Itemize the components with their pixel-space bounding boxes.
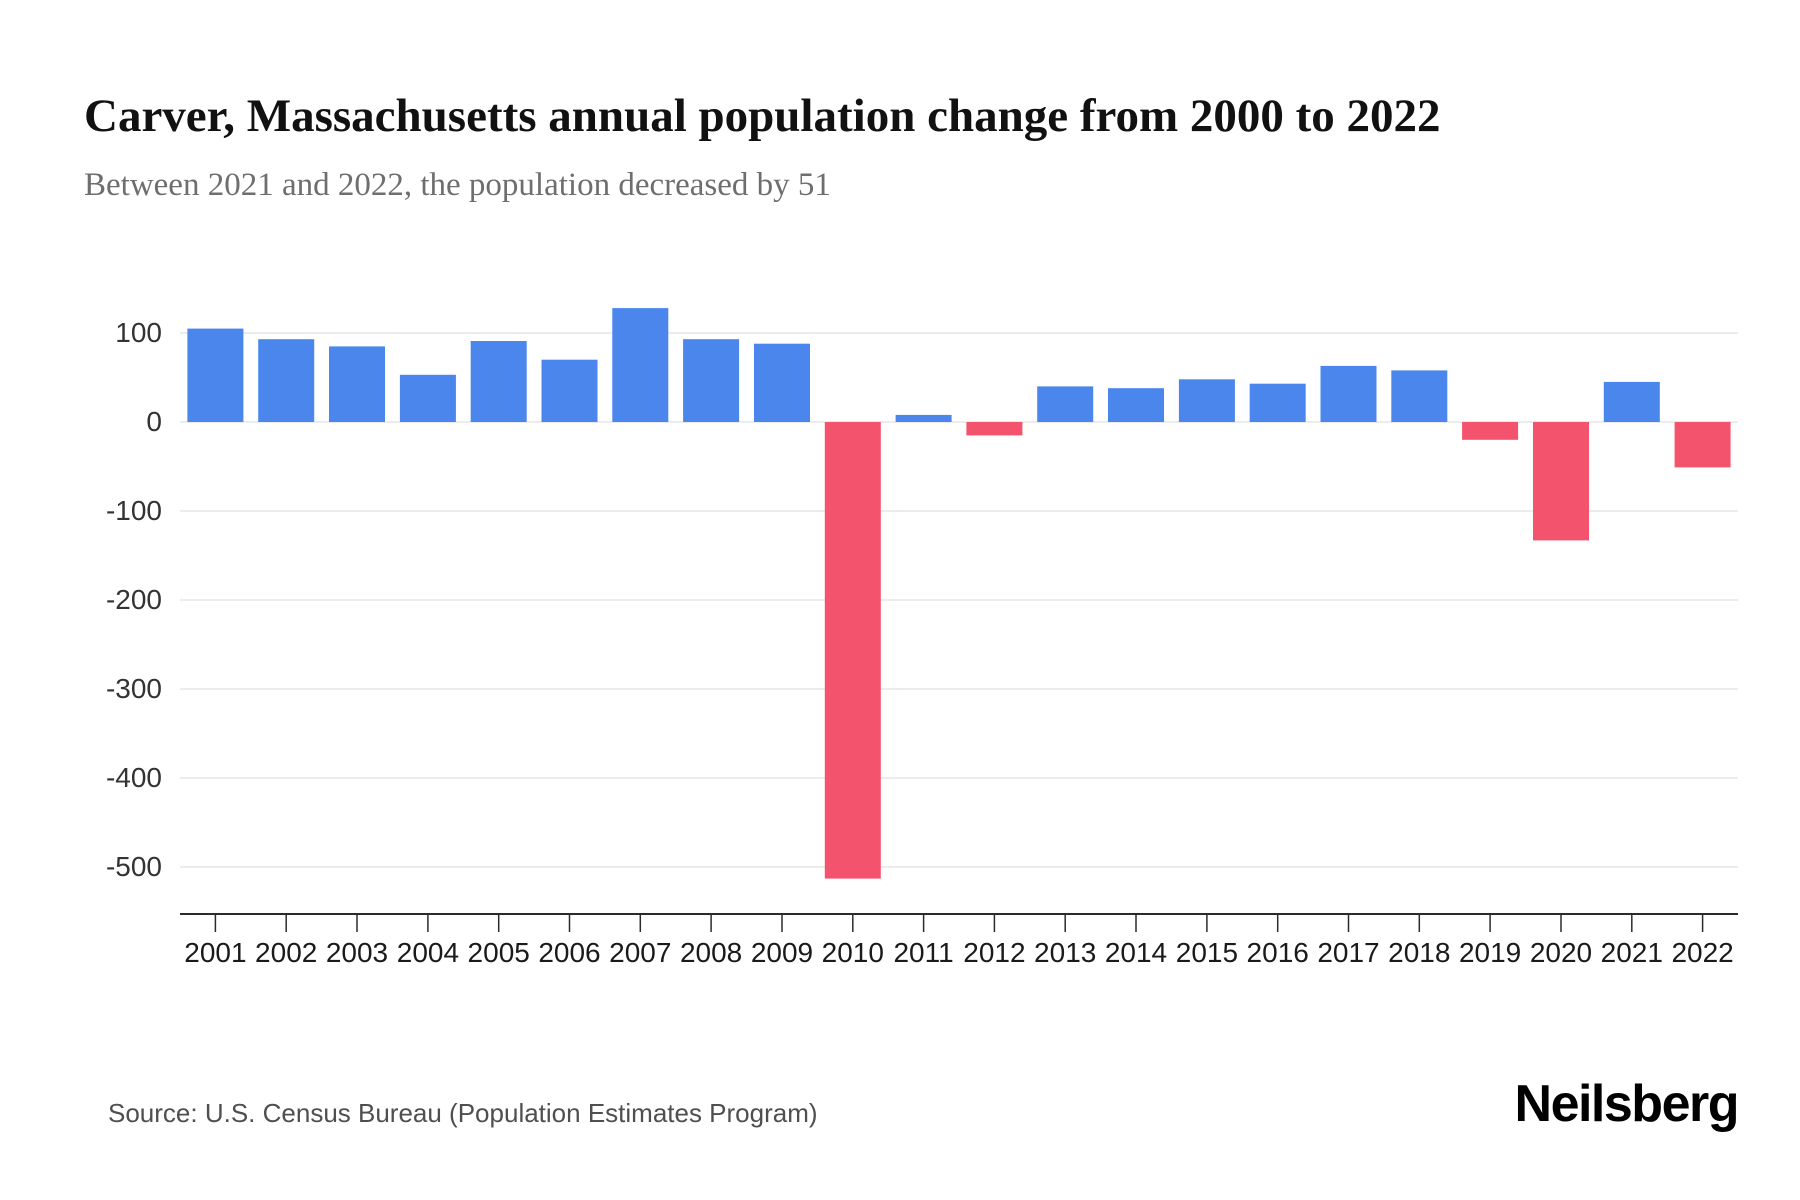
chart-subtitle: Between 2021 and 2022, the population de…	[84, 167, 831, 203]
x-axis-label-2009: 2009	[751, 937, 813, 968]
bar-2021[interactable]	[1603, 381, 1660, 422]
bar-2012[interactable]	[966, 422, 1023, 436]
bar-2018[interactable]	[1391, 370, 1448, 422]
x-axis-label-2015: 2015	[1176, 937, 1238, 968]
x-axis-label-2001: 2001	[184, 937, 246, 968]
x-axis-label-2019: 2019	[1459, 937, 1521, 968]
x-axis-label-2008: 2008	[680, 937, 742, 968]
x-axis-label-2013: 2013	[1034, 937, 1096, 968]
bar-2004[interactable]	[399, 374, 456, 422]
chart-title: Carver, Massachusetts annual population …	[84, 90, 1441, 143]
y-axis-label--400: -400	[106, 762, 162, 793]
y-axis-label--300: -300	[106, 673, 162, 704]
x-axis-label-2004: 2004	[397, 937, 459, 968]
x-axis-label-2005: 2005	[468, 937, 530, 968]
y-axis-label-0: 0	[146, 406, 162, 437]
bar-2010[interactable]	[824, 422, 881, 879]
x-axis-label-2003: 2003	[326, 937, 388, 968]
x-axis-label-2014: 2014	[1105, 937, 1167, 968]
x-axis-label-2002: 2002	[255, 937, 317, 968]
y-axis-label--500: -500	[106, 851, 162, 882]
x-axis-label-2012: 2012	[963, 937, 1025, 968]
bar-2015[interactable]	[1178, 379, 1235, 422]
x-axis-label-2010: 2010	[822, 937, 884, 968]
x-axis-label-2007: 2007	[609, 937, 671, 968]
x-axis-label-2006: 2006	[538, 937, 600, 968]
bar-2008[interactable]	[683, 339, 740, 422]
bar-2011[interactable]	[895, 414, 952, 422]
x-axis-label-2020: 2020	[1530, 937, 1592, 968]
bar-2002[interactable]	[258, 339, 315, 422]
bar-2014[interactable]	[1108, 388, 1164, 422]
x-axis-label-2021: 2021	[1601, 937, 1663, 968]
source-note: Source: U.S. Census Bureau (Population E…	[108, 1098, 818, 1128]
bar-2003[interactable]	[329, 346, 385, 422]
neilsberg-logo[interactable]: Neilsberg	[1514, 1075, 1740, 1133]
x-axis-label-2022: 2022	[1671, 937, 1733, 968]
bar-2020[interactable]	[1533, 422, 1589, 541]
bar-2016[interactable]	[1249, 383, 1306, 422]
y-axis-label-100: 100	[115, 317, 162, 348]
bar-2009[interactable]	[754, 343, 810, 422]
bar-2013[interactable]	[1037, 386, 1094, 422]
x-axis-label-2017: 2017	[1317, 937, 1379, 968]
bar-2019[interactable]	[1462, 422, 1519, 440]
bar-2006[interactable]	[541, 359, 598, 422]
bar-2022[interactable]	[1674, 422, 1731, 468]
y-axis-label--100: -100	[106, 495, 162, 526]
x-axis-label-2018: 2018	[1388, 937, 1450, 968]
bar-2007[interactable]	[612, 308, 669, 422]
bar-2017[interactable]	[1320, 365, 1377, 422]
x-axis-label-2011: 2011	[893, 937, 953, 968]
bar-2005[interactable]	[470, 341, 527, 422]
bar-2001[interactable]	[187, 328, 244, 422]
y-axis-label--200: -200	[106, 584, 162, 615]
x-axis-label-2016: 2016	[1247, 937, 1309, 968]
